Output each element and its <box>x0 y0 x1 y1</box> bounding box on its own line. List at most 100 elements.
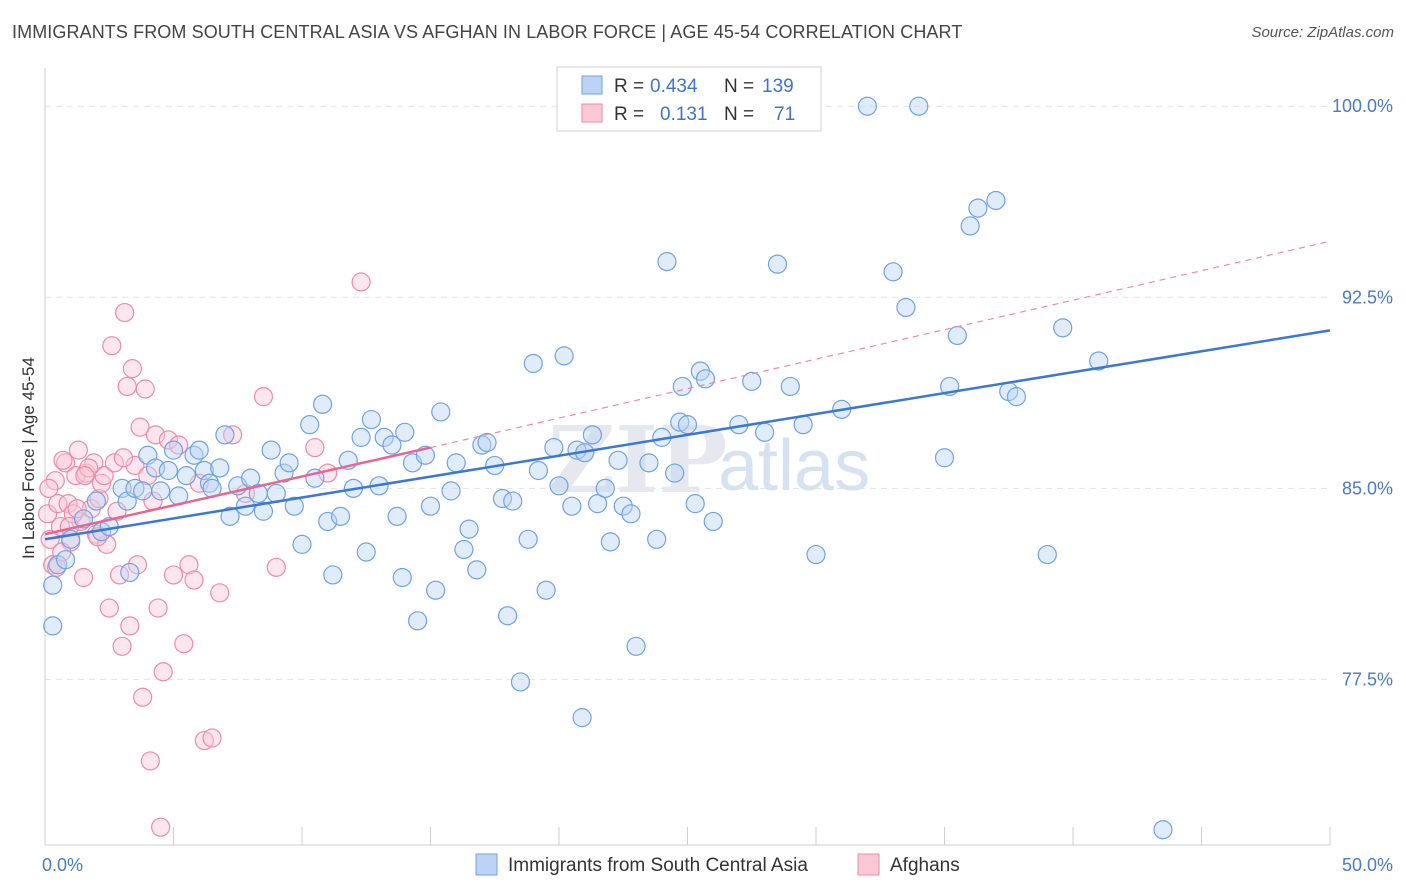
south-central-asia-point-50 <box>361 409 381 430</box>
afghans-point-37 <box>140 751 160 771</box>
south-central-asia-point-116 <box>896 297 916 318</box>
south-central-asia-point-37 <box>279 453 299 473</box>
afghans-point-10 <box>68 440 89 460</box>
afghans-point-0 <box>37 504 58 524</box>
south-central-asia-point-18 <box>163 440 184 460</box>
south-central-asia-point-54 <box>387 506 407 526</box>
south-central-asia-point-76 <box>523 353 543 374</box>
south-central-asia-point-112 <box>806 544 826 565</box>
y-tick-label-3: 77.5% <box>1342 669 1393 689</box>
chart-title: IMMIGRANTS FROM SOUTH CENTRAL ASIA VS AF… <box>12 22 963 42</box>
south-central-asia-point-26 <box>210 458 230 478</box>
south-central-asia-point-34 <box>261 440 281 460</box>
south-central-asia-point-56 <box>395 422 415 442</box>
afghans-point-3 <box>45 471 65 491</box>
south-central-asia-point-97 <box>657 252 677 272</box>
afghans-point-30 <box>122 359 142 379</box>
south-central-asia-point-107 <box>742 371 762 391</box>
south-central-asia-point-21 <box>184 445 204 465</box>
legend-n-label-2: N = <box>724 104 754 125</box>
south-central-asia-point-82 <box>562 496 582 516</box>
x-tick-labels: 0.0% 50.0% <box>42 855 1393 875</box>
south-central-asia-point-40 <box>300 415 320 435</box>
y-tick-label-2: 85.0% <box>1342 478 1393 498</box>
south-central-asia-point-127 <box>1053 318 1073 338</box>
trend-lines <box>44 240 1331 541</box>
south-central-asia-point-100 <box>672 376 692 397</box>
afghans-point-68 <box>67 499 87 519</box>
afghans-points <box>37 272 371 837</box>
south-central-asia-point-22 <box>189 440 209 460</box>
legend-r-label-2: R = <box>614 104 644 125</box>
south-central-asia-point-3 <box>55 550 76 570</box>
south-central-asia-point-115 <box>883 262 903 282</box>
afghans-point-33 <box>130 417 150 437</box>
y-axis-label: In Labor Force | Age 45-54 <box>19 357 38 559</box>
afghans-point-28 <box>117 376 137 397</box>
watermark: ZIP atlas <box>548 406 870 514</box>
afghans-point-45 <box>169 435 189 455</box>
south-central-asia-point-23 <box>194 460 214 481</box>
legend-box: R = 0.434 N = 139 R = 0.131 N = 71 <box>556 66 822 132</box>
south-central-asia-point-42 <box>312 394 333 414</box>
y-tick-labels: 100.0% 92.5% 85.0% 77.5% <box>1332 96 1393 689</box>
south-central-asia-point-28 <box>220 506 240 526</box>
afghans-point-39 <box>145 425 166 445</box>
afghans-point-17 <box>89 488 109 509</box>
south-central-asia-point-120 <box>947 325 967 346</box>
south-central-asia-point-60 <box>420 496 441 516</box>
afghans-point-29 <box>120 616 140 636</box>
south-central-asia-point-68 <box>472 435 492 455</box>
south-central-asia-point-110 <box>780 376 800 397</box>
south-central-asia-point-55 <box>392 567 412 588</box>
south-central-asia-point-88 <box>595 478 615 498</box>
south-central-asia-point-78 <box>536 580 556 600</box>
afghans-point-69 <box>75 466 95 486</box>
south-central-asia-point-123 <box>986 190 1006 211</box>
legend-n-value-2: 71 <box>774 104 795 125</box>
afghans-point-55 <box>266 557 286 577</box>
afghans-point-60 <box>53 450 73 470</box>
south-central-asia-point-125 <box>1006 387 1027 407</box>
south-central-asia-point-73 <box>503 491 523 511</box>
afghans-point-12 <box>73 567 94 588</box>
south-central-asia-point-24 <box>199 473 220 493</box>
bottom-legend: Immigrants from South Central Asia Afgha… <box>475 853 960 876</box>
afghans-point-6 <box>55 453 76 473</box>
south-central-asia-point-114 <box>857 96 878 116</box>
south-central-asia-point-79 <box>544 437 564 458</box>
bottom-legend-label-blue: Immigrants from South Central Asia <box>508 855 808 876</box>
afghans-point-56 <box>253 387 274 407</box>
afghans-point-21 <box>99 598 119 618</box>
south-central-asia-point-6 <box>86 491 107 511</box>
south-central-asia-point-99 <box>670 412 690 432</box>
south-central-asia-point-81 <box>554 346 574 366</box>
south-central-asia-point-87 <box>587 494 608 514</box>
south-central-asia-point-86 <box>582 425 603 445</box>
south-central-asia-point-36 <box>274 463 294 483</box>
south-central-asia-point-75 <box>518 529 538 549</box>
afghans-point-64 <box>39 478 59 498</box>
south-central-asia-point-74 <box>510 672 531 692</box>
y-tick-label-0: 100.0% <box>1332 96 1393 116</box>
afghans-point-61 <box>63 504 83 524</box>
south-central-asia-point-102 <box>685 494 705 514</box>
south-central-asia-point-53 <box>382 435 402 455</box>
south-central-asia-point-0 <box>43 575 63 595</box>
afghans-point-43 <box>158 430 178 450</box>
south-central-asia-point-121 <box>960 216 980 236</box>
legend-swatch-blue <box>581 75 603 95</box>
afghans-point-59 <box>351 272 371 292</box>
afghans-point-18 <box>91 473 112 493</box>
south-central-asia-point-126 <box>1037 544 1057 565</box>
afghans-point-51 <box>202 728 222 748</box>
afghans-point-40 <box>148 598 168 618</box>
axes <box>44 68 1331 846</box>
south-central-asia-point-93 <box>626 636 646 656</box>
south-central-asia-point-129 <box>1153 820 1173 840</box>
south-central-asia-point-72 <box>498 606 518 626</box>
south-central-asia-point-17 <box>158 460 178 481</box>
south-central-asia-point-67 <box>467 560 487 580</box>
south-central-asia-point-27 <box>215 425 235 445</box>
